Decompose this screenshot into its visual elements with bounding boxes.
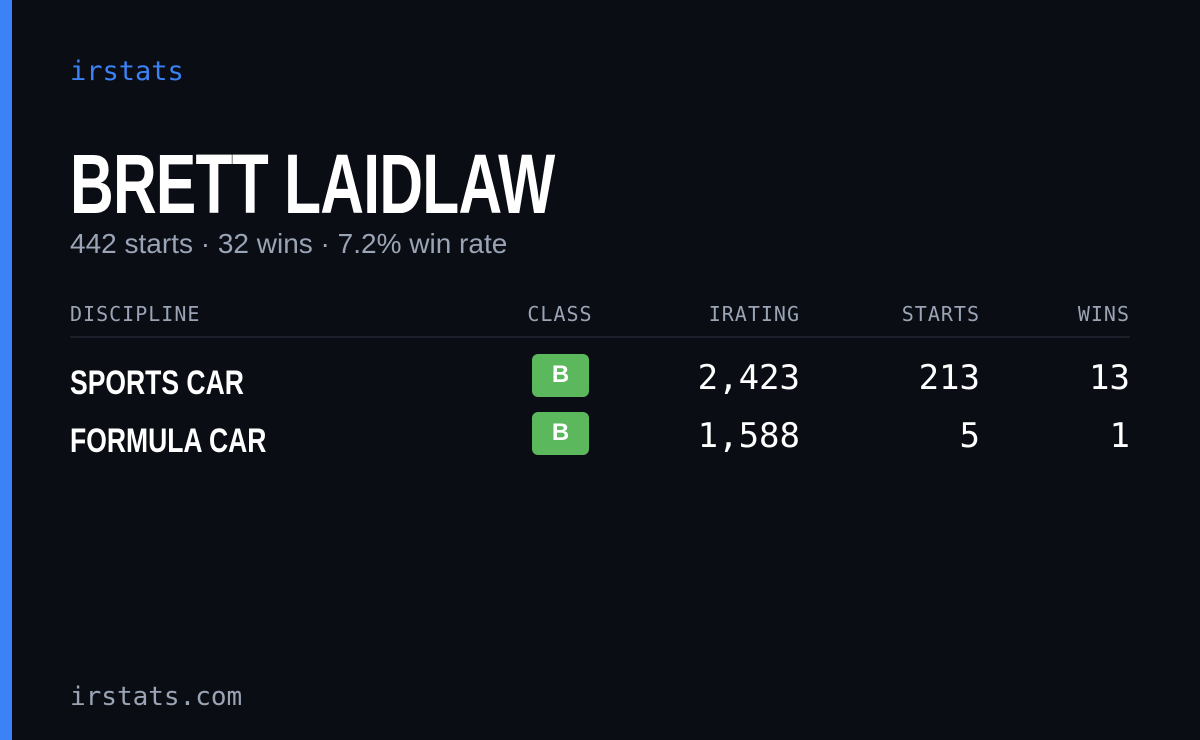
brand: irstats <box>70 56 184 87</box>
header-cell: WINS <box>1077 302 1130 326</box>
accent-bar <box>0 0 12 740</box>
wins: 1 <box>1109 416 1130 456</box>
class-badge: B <box>532 412 589 455</box>
header-cell: DISCIPLINE <box>70 302 201 326</box>
header-cell: IRATING <box>708 302 800 326</box>
irating: 1,588 <box>697 416 800 456</box>
class-badge: B <box>532 354 589 397</box>
discipline: FORMULA CAR <box>70 422 267 460</box>
starts: 5 <box>959 416 980 456</box>
starts: 213 <box>918 358 980 398</box>
title: BRETT LAIDLAW <box>70 137 555 231</box>
discipline: SPORTS CAR <box>70 364 244 402</box>
footer: irstats.com <box>70 682 243 712</box>
divider <box>70 336 1130 338</box>
header-cell: CLASS <box>527 302 593 326</box>
irating: 2,423 <box>697 358 800 398</box>
wins: 13 <box>1089 358 1130 398</box>
subtitle: 442 starts · 32 wins · 7.2% win rate <box>70 228 508 259</box>
header-cell: STARTS <box>901 302 980 326</box>
